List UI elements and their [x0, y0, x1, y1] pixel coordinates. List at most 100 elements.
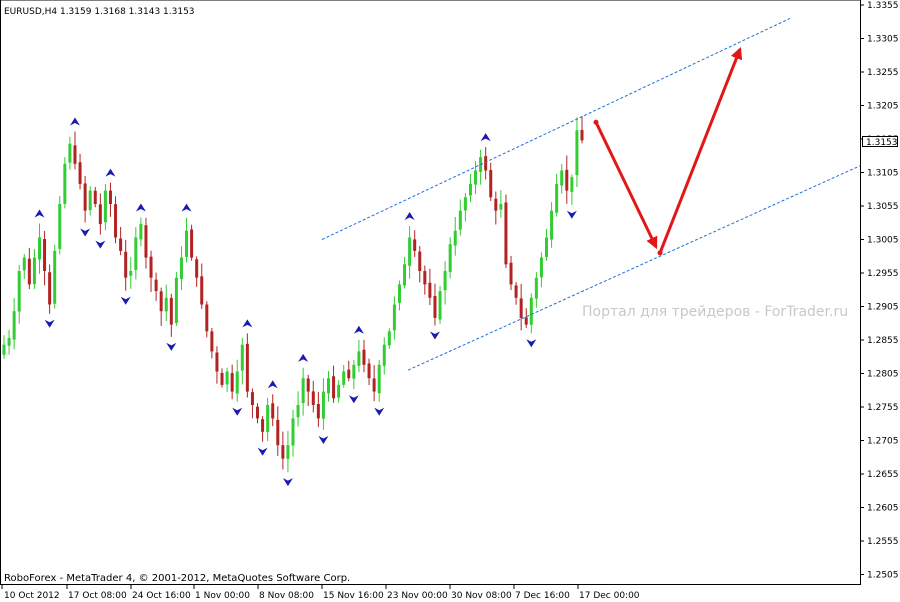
candle-body	[377, 364, 381, 394]
candle-body	[154, 279, 158, 292]
candle-body	[134, 237, 138, 270]
candle-body	[98, 204, 102, 225]
candle-body	[103, 190, 107, 223]
fractal-up-arrow	[105, 168, 116, 177]
candle-body	[63, 163, 67, 204]
candle-body	[195, 259, 199, 278]
fractal-up-arrow	[181, 203, 192, 212]
candle-body	[58, 203, 62, 249]
candle-body	[448, 244, 452, 272]
trend-channel	[321, 17, 861, 371]
candle-body	[210, 331, 214, 352]
candle-body	[428, 282, 432, 298]
forecast-up-arrow	[658, 46, 743, 254]
candle-body	[68, 143, 72, 163]
candle-body	[144, 225, 148, 258]
candle-body	[301, 378, 305, 404]
price-axis: 1.33551.33051.32551.32051.31551.31051.30…	[860, 1, 899, 581]
candle-body	[83, 183, 87, 211]
x-tick-label: 23 Nov 00:00	[387, 591, 448, 601]
y-tick-label: 1.3005	[867, 236, 899, 246]
candle-body	[357, 351, 361, 366]
fractal-up-arrow	[404, 212, 415, 221]
candle-body	[534, 277, 538, 299]
candle-body	[159, 291, 163, 312]
candle-body	[484, 156, 488, 171]
copyright-footer: RoboForex - MetaTrader 4, © 2001-2012, M…	[4, 573, 350, 584]
candle-body	[545, 237, 549, 257]
y-tick-label: 1.3255	[867, 68, 899, 78]
candle-body	[88, 190, 92, 211]
candle-body	[529, 297, 533, 325]
candle-body	[200, 276, 204, 305]
candle-body	[174, 277, 178, 323]
candle-body	[215, 352, 219, 372]
fractal-up-arrow	[242, 319, 253, 328]
candle-body	[560, 170, 564, 186]
fractal-down-arrow	[120, 296, 131, 305]
candle-body	[413, 239, 417, 251]
x-tick-label: 24 Oct 16:00	[132, 591, 191, 601]
fractal-down-arrow	[526, 339, 537, 348]
symbol-info: EURUSD,H4 1.3159 1.3168 1.3143 1.3153	[4, 7, 195, 17]
x-tick-label: 1 Nov 00:00	[195, 591, 250, 601]
candle-body	[266, 404, 270, 433]
y-tick-label: 1.2955	[867, 269, 899, 279]
candle-body	[509, 262, 513, 285]
fractal-up-arrow	[34, 209, 45, 218]
candle-body	[139, 224, 143, 240]
fractal-down-arrow	[95, 240, 106, 249]
candle-body	[418, 251, 422, 271]
channel-lower-line	[407, 165, 861, 371]
candle-body	[438, 291, 442, 320]
candle-body	[453, 230, 457, 246]
candle-body	[225, 371, 229, 385]
fractal-down-arrow	[257, 447, 268, 456]
fractal-down-arrow	[429, 331, 440, 340]
candle-body	[403, 264, 407, 286]
candle-body	[347, 369, 351, 379]
candle-body	[108, 190, 112, 204]
candle-body	[570, 177, 574, 192]
plot-area	[2, 116, 584, 487]
candle-body	[372, 378, 376, 392]
candle-body	[291, 418, 295, 446]
candle-body	[458, 210, 462, 230]
candle-body	[205, 304, 209, 332]
candle-body	[7, 337, 11, 346]
candle-body	[474, 170, 478, 185]
fractal-down-arrow	[44, 319, 55, 328]
candle-body	[185, 230, 189, 257]
candle-body	[22, 257, 26, 271]
candle-body	[48, 272, 52, 305]
candle-body	[276, 419, 280, 446]
candle-body	[235, 371, 239, 394]
forecast-turn-point	[657, 250, 663, 256]
candle-body	[468, 183, 472, 196]
candle-body	[245, 343, 249, 392]
watermark: Портал для трейдеров - ForTrader.ru	[582, 304, 848, 320]
candle-body	[286, 445, 290, 459]
candle-body	[37, 237, 41, 260]
candle-body	[443, 270, 447, 291]
candle-body	[504, 202, 508, 265]
candle-body	[387, 331, 391, 346]
candle-body	[124, 251, 128, 278]
fractal-up-arrow	[480, 133, 491, 142]
candle-body	[316, 403, 320, 419]
candle-body	[271, 403, 275, 419]
current-price-inner	[863, 137, 897, 146]
candle-body	[179, 257, 183, 280]
candle-body	[78, 162, 82, 184]
fractal-down-arrow	[348, 395, 359, 404]
fractal-down-arrow	[566, 210, 577, 219]
current-price-label: 1.3153	[866, 138, 898, 148]
candle-body	[2, 344, 6, 355]
candle-body	[423, 271, 427, 285]
candle-body	[311, 391, 315, 405]
candle-body	[169, 297, 173, 325]
candle-body	[12, 311, 16, 340]
candle-body	[149, 256, 153, 278]
y-tick-label: 1.2655	[867, 470, 899, 480]
candle-body	[261, 419, 265, 432]
